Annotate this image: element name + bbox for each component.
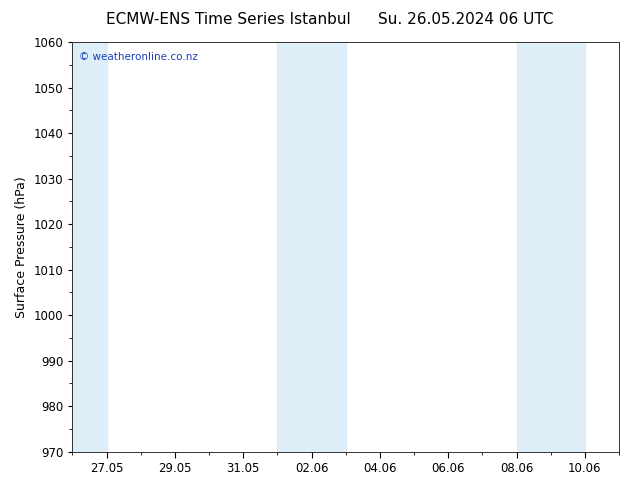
Bar	[311, 42, 346, 452]
Text: ECMW-ENS Time Series Istanbul: ECMW-ENS Time Series Istanbul	[106, 12, 351, 27]
Bar	[551, 42, 585, 452]
Text: © weatheronline.co.nz: © weatheronline.co.nz	[79, 52, 198, 62]
Bar	[517, 42, 551, 452]
Text: Su. 26.05.2024 06 UTC: Su. 26.05.2024 06 UTC	[378, 12, 553, 27]
Y-axis label: Surface Pressure (hPa): Surface Pressure (hPa)	[15, 176, 28, 318]
Bar	[277, 42, 311, 452]
Bar	[72, 42, 107, 452]
